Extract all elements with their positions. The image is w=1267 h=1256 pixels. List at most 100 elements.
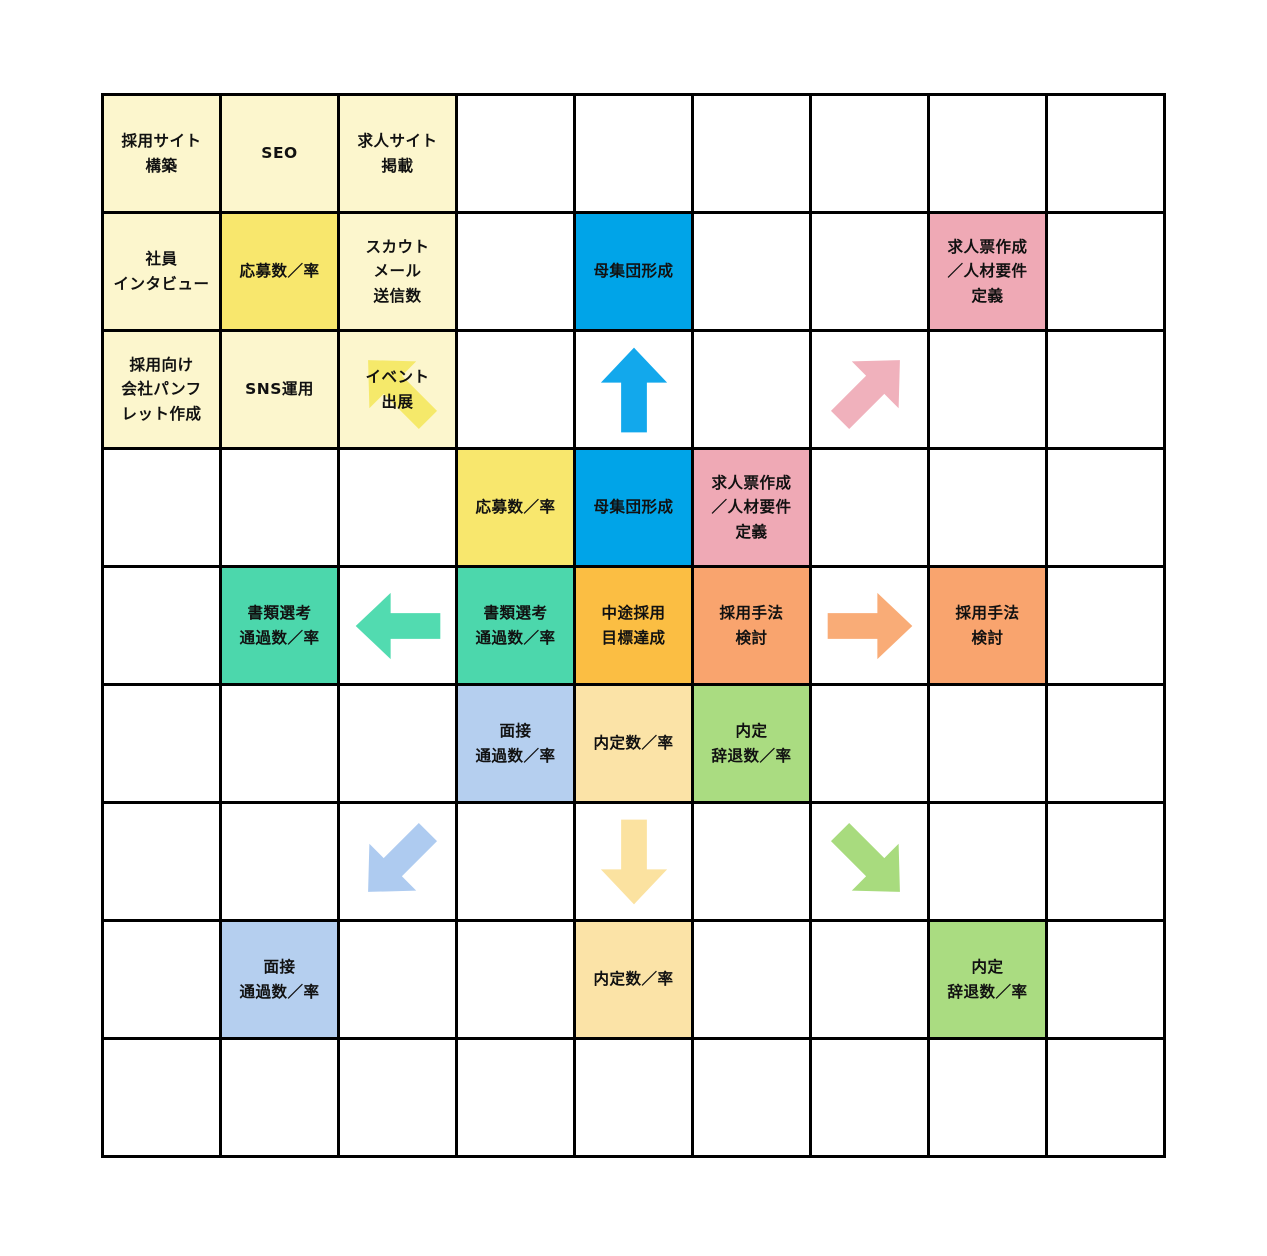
grid-cell bbox=[576, 332, 691, 447]
grid-cell bbox=[576, 96, 691, 211]
grid-cell bbox=[930, 332, 1045, 447]
cell-label: 書類選考 通過数／率 bbox=[239, 604, 320, 647]
grid-cell bbox=[340, 1040, 455, 1155]
grid-cell bbox=[694, 1040, 809, 1155]
grid-cell bbox=[1048, 214, 1163, 329]
grid-cell: SNS運用 bbox=[222, 332, 337, 447]
cell-label: 母集団形成 bbox=[593, 498, 674, 517]
grid-cell bbox=[104, 1040, 219, 1155]
arrow-down-left-icon bbox=[367, 822, 437, 892]
grid-cell: 応募数／率 bbox=[458, 450, 573, 565]
cell-label: 応募数／率 bbox=[475, 498, 556, 517]
grid-cell: スカウト メール 送信数 bbox=[340, 214, 455, 329]
grid-cell: 内定数／率 bbox=[576, 686, 691, 801]
grid-cell bbox=[576, 804, 691, 919]
grid-cell bbox=[694, 804, 809, 919]
grid-cell bbox=[1048, 922, 1163, 1037]
grid-cell bbox=[930, 1040, 1045, 1155]
grid-cell: 母集団形成 bbox=[576, 450, 691, 565]
grid-cell bbox=[812, 568, 927, 683]
grid-cell: SEO bbox=[222, 96, 337, 211]
grid-cell: 求人票作成 ／人材要件 定義 bbox=[694, 450, 809, 565]
grid-cell bbox=[812, 686, 927, 801]
grid-cell: 面接 通過数／率 bbox=[458, 686, 573, 801]
grid-cell bbox=[222, 804, 337, 919]
grid-cell: 面接 通過数／率 bbox=[222, 922, 337, 1037]
arrow-up-right-icon bbox=[830, 359, 900, 429]
cell-label: SNS運用 bbox=[245, 380, 314, 399]
grid-cell bbox=[222, 686, 337, 801]
grid-cell: 求人サイト 掲載 bbox=[340, 96, 455, 211]
grid-cell bbox=[458, 214, 573, 329]
cell-label: スカウト メール 送信数 bbox=[365, 238, 430, 305]
grid-cell: 応募数／率 bbox=[222, 214, 337, 329]
grid-cell: 書類選考 通過数／率 bbox=[222, 568, 337, 683]
grid-cell bbox=[694, 922, 809, 1037]
grid-cell: 採用手法 検討 bbox=[930, 568, 1045, 683]
grid-cell: 内定数／率 bbox=[576, 922, 691, 1037]
grid-cell bbox=[812, 450, 927, 565]
grid-cell: 母集団形成 bbox=[576, 214, 691, 329]
arrow-left-icon bbox=[355, 592, 440, 659]
cell-label: 採用手法 検討 bbox=[955, 604, 1020, 647]
grid-cell bbox=[222, 1040, 337, 1155]
grid-cell bbox=[1048, 804, 1163, 919]
grid-cell bbox=[812, 96, 927, 211]
grid-cell bbox=[576, 1040, 691, 1155]
cell-label: SEO bbox=[261, 144, 298, 163]
grid-cell bbox=[222, 450, 337, 565]
grid-cell: 内定 辞退数／率 bbox=[930, 922, 1045, 1037]
arrow-down-icon bbox=[600, 819, 667, 904]
grid-cell: 求人票作成 ／人材要件 定義 bbox=[930, 214, 1045, 329]
grid-cell bbox=[104, 804, 219, 919]
cell-label: イベント 出展 bbox=[365, 368, 430, 411]
grid-cell bbox=[458, 922, 573, 1037]
grid-cell bbox=[104, 922, 219, 1037]
grid-cell: 採用サイト 構築 bbox=[104, 96, 219, 211]
arrow-up-left-icon bbox=[367, 359, 437, 429]
grid-cell bbox=[458, 1040, 573, 1155]
arrow-right-icon bbox=[827, 592, 912, 659]
grid-cell bbox=[1048, 686, 1163, 801]
cell-label: 求人票作成 ／人材要件 定義 bbox=[711, 474, 792, 541]
grid-cell bbox=[812, 332, 927, 447]
grid-cell bbox=[340, 804, 455, 919]
cell-label: 書類選考 通過数／率 bbox=[475, 604, 556, 647]
cell-label: 内定数／率 bbox=[593, 734, 674, 753]
arrow-down-right-icon bbox=[830, 822, 900, 892]
grid-cell bbox=[694, 96, 809, 211]
kpi-grid: 採用サイト 構築 SEO 求人サイト 掲載 社員 インタビュー 応募数／率 スカウト メー… bbox=[101, 93, 1166, 1158]
grid-cell bbox=[458, 96, 573, 211]
cell-label: 応募数／率 bbox=[239, 262, 320, 281]
grid-cell bbox=[458, 804, 573, 919]
grid-cell bbox=[930, 804, 1045, 919]
grid-cell bbox=[930, 450, 1045, 565]
grid-cell bbox=[340, 922, 455, 1037]
grid-cell bbox=[340, 568, 455, 683]
cell-label: 求人票作成 ／人材要件 定義 bbox=[947, 238, 1028, 305]
grid-cell bbox=[1048, 1040, 1163, 1155]
grid-cell: 社員 インタビュー bbox=[104, 214, 219, 329]
cell-label: 採用手法 検討 bbox=[719, 604, 784, 647]
arrow-up-icon bbox=[600, 347, 667, 432]
grid-cell bbox=[930, 96, 1045, 211]
grid-cell bbox=[1048, 450, 1163, 565]
cell-label: 採用向け 会社パンフ レット作成 bbox=[121, 356, 202, 423]
grid-cell: イベント 出展 bbox=[340, 332, 455, 447]
grid-cell bbox=[458, 332, 573, 447]
cell-label: 内定 辞退数／率 bbox=[947, 958, 1028, 1001]
cell-label: 面接 通過数／率 bbox=[239, 958, 320, 1001]
grid-cell bbox=[1048, 332, 1163, 447]
grid-cell bbox=[1048, 568, 1163, 683]
grid-cell bbox=[930, 686, 1045, 801]
cell-label: 面接 通過数／率 bbox=[475, 722, 556, 765]
grid-cell bbox=[694, 332, 809, 447]
grid-cell bbox=[340, 686, 455, 801]
cell-label: 社員 インタビュー bbox=[113, 250, 210, 293]
cell-label: 内定 辞退数／率 bbox=[711, 722, 792, 765]
grid-cell: 中途採用 目標達成 bbox=[576, 568, 691, 683]
grid-cell bbox=[1048, 96, 1163, 211]
grid-cell bbox=[104, 450, 219, 565]
grid-cell: 書類選考 通過数／率 bbox=[458, 568, 573, 683]
cell-label: 採用サイト 構築 bbox=[121, 132, 202, 175]
